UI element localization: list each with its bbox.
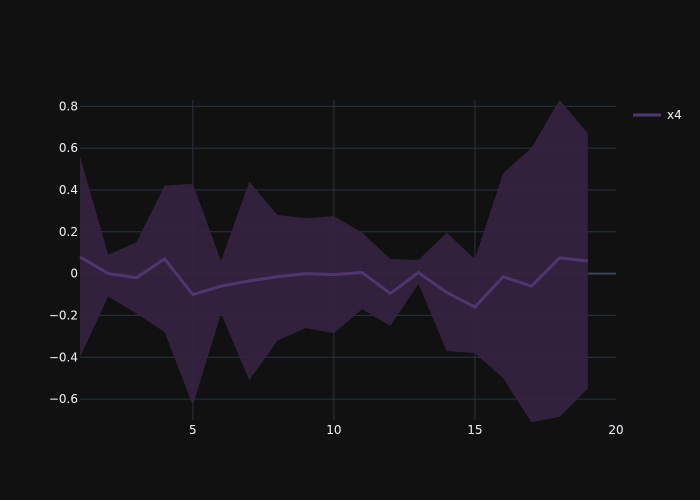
series-line: [79, 255, 588, 309]
band-area: [80, 100, 588, 423]
series-line-x4: [79, 255, 588, 309]
x-tick-label: 15: [467, 423, 482, 437]
confidence-band: [80, 100, 588, 423]
x-tick-label: 10: [326, 423, 341, 437]
y-tick-label: 0.4: [59, 183, 78, 197]
y-tick-label: 0.2: [59, 225, 78, 239]
y-tick-label: −0.4: [49, 350, 78, 364]
y-tick-label: 0.6: [59, 141, 78, 155]
y-tick-label: −0.2: [49, 308, 78, 322]
y-axis-ticks: 0.8 0.6 0.4 0.2 0 −0.2 −0.4 −0.6: [49, 99, 78, 406]
legend-label-x4: x4: [667, 108, 682, 122]
legend[interactable]: x4: [633, 108, 682, 122]
x-tick-label: 5: [189, 423, 197, 437]
x-tick-label: 20: [608, 423, 623, 437]
y-tick-label: 0.8: [59, 99, 78, 113]
x-axis-ticks: 5 10 15 20: [189, 423, 624, 437]
y-tick-label: −0.6: [49, 392, 78, 406]
y-tick-label: 0: [70, 267, 78, 281]
